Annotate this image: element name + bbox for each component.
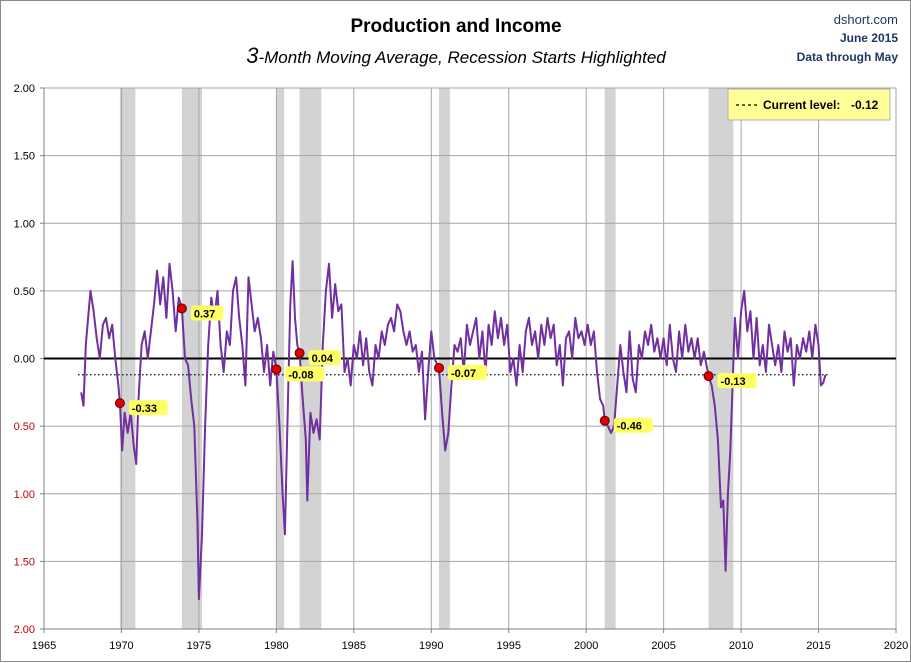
marker-dot-6 xyxy=(703,371,714,382)
marker-label-bg-2 xyxy=(285,366,325,382)
marker-dot-2 xyxy=(271,364,282,375)
marker-label-4: -0.07 xyxy=(451,368,476,380)
y-tick-label-0: 2.00 xyxy=(14,83,35,95)
series-layer xyxy=(80,260,827,601)
recession-marker-2: -0.08 xyxy=(271,364,325,382)
marker-label-1: 0.37 xyxy=(194,308,215,320)
y-tick-label-3: 0.50 xyxy=(14,286,35,298)
x-tick-label-1970: 1970 xyxy=(109,640,133,652)
marker-label-2: -0.08 xyxy=(288,369,313,381)
x-tick-label-2020: 2020 xyxy=(884,640,908,652)
marker-label-bg-4 xyxy=(448,364,488,380)
x-tick-label-1985: 1985 xyxy=(342,640,366,652)
legend-value: -0.12 xyxy=(851,98,879,112)
subtitle-prefix: 3 xyxy=(246,43,259,68)
legend-label: Current level: xyxy=(763,98,840,112)
marker-dot-0 xyxy=(114,398,125,409)
recession-marker-5: -0.46 xyxy=(599,415,653,433)
y-tick-label-6: 1.00 xyxy=(14,489,35,501)
source-site: dshort.com xyxy=(834,12,898,27)
x-tick-label-1995: 1995 xyxy=(496,640,520,652)
y-tick-label-2: 1.00 xyxy=(14,218,35,230)
marker-dot-1 xyxy=(176,303,187,314)
y-tick-label-5: 0.50 xyxy=(14,421,35,433)
recession-marker-0: -0.33 xyxy=(114,398,168,416)
marker-label-bg-5 xyxy=(613,417,653,433)
x-tick-label-1975: 1975 xyxy=(187,640,211,652)
x-tick-label-2000: 2000 xyxy=(574,640,598,652)
x-tick-label-1980: 1980 xyxy=(264,640,288,652)
recession-marker-1: 0.37 xyxy=(176,303,224,321)
recession-markers: -0.33 0.37 -0.08 0.04 -0.07 -0.46 -0.13 xyxy=(114,303,757,433)
series-line-0 xyxy=(80,260,827,601)
x-tick-label-2005: 2005 xyxy=(651,640,675,652)
legend: Current level: -0.12 xyxy=(727,88,891,121)
subtitle-rest: -Month Moving Average, Recession Starts … xyxy=(258,48,666,67)
y-tick-label-8: 2.00 xyxy=(14,624,35,636)
source-date: June 2015 xyxy=(840,31,898,45)
marker-label-3: 0.04 xyxy=(312,353,334,365)
x-tick-label-1965: 1965 xyxy=(32,640,56,652)
source-note: Data through May xyxy=(797,50,899,64)
x-tick-label-2015: 2015 xyxy=(806,640,830,652)
marker-dot-4 xyxy=(434,362,445,373)
marker-label-bg-3 xyxy=(308,350,341,366)
y-tick-label-7: 1.50 xyxy=(14,556,35,568)
x-tick-label-1990: 1990 xyxy=(419,640,443,652)
chart-subtitle: 3-Month Moving Average, Recession Starts… xyxy=(246,43,666,68)
marker-dot-3 xyxy=(294,348,305,359)
marker-label-bg-6 xyxy=(717,373,757,389)
chart-title: Production and Income xyxy=(350,16,561,37)
y-tick-label-4: 0.00 xyxy=(14,354,35,366)
marker-dot-5 xyxy=(599,415,610,426)
recession-marker-4: -0.07 xyxy=(434,362,488,380)
x-tick-label-2010: 2010 xyxy=(729,640,753,652)
marker-label-6: -0.13 xyxy=(721,376,746,388)
marker-label-0: -0.33 xyxy=(132,403,157,415)
marker-label-5: -0.46 xyxy=(617,421,642,433)
recession-marker-3: 0.04 xyxy=(294,348,341,366)
recession-marker-6: -0.13 xyxy=(703,371,757,389)
marker-label-bg-1 xyxy=(190,305,224,321)
marker-label-bg-0 xyxy=(128,400,168,416)
y-tick-label-1: 1.50 xyxy=(14,151,35,163)
